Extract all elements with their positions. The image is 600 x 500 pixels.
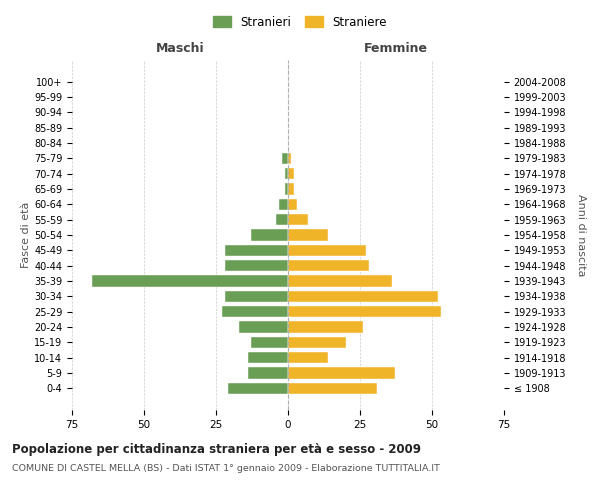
Bar [288,214,308,226]
Bar [288,152,291,164]
Bar [227,382,288,394]
Bar [288,260,368,272]
Y-axis label: Anni di nascita: Anni di nascita [576,194,586,276]
Bar [251,336,288,348]
Bar [288,306,440,318]
Bar [92,276,288,287]
Text: Maschi: Maschi [155,42,205,55]
Bar [288,244,366,256]
Bar [248,352,288,364]
Bar [251,229,288,241]
Text: Femmine: Femmine [364,42,428,55]
Bar [224,290,288,302]
Bar [288,382,377,394]
Bar [222,306,288,318]
Bar [224,260,288,272]
Bar [288,352,328,364]
Bar [280,198,288,210]
Bar [288,322,363,333]
Bar [288,168,294,179]
Text: Popolazione per cittadinanza straniera per età e sesso - 2009: Popolazione per cittadinanza straniera p… [12,442,421,456]
Legend: Stranieri, Straniere: Stranieri, Straniere [208,11,392,34]
Y-axis label: Fasce di età: Fasce di età [21,202,31,268]
Bar [224,244,288,256]
Bar [288,290,438,302]
Bar [248,368,288,379]
Bar [288,276,392,287]
Bar [288,183,294,194]
Bar [288,368,395,379]
Bar [288,229,328,241]
Bar [288,336,346,348]
Bar [282,152,288,164]
Bar [288,198,296,210]
Bar [277,214,288,226]
Bar [239,322,288,333]
Bar [285,183,288,194]
Text: COMUNE DI CASTEL MELLA (BS) - Dati ISTAT 1° gennaio 2009 - Elaborazione TUTTITAL: COMUNE DI CASTEL MELLA (BS) - Dati ISTAT… [12,464,440,473]
Bar [285,168,288,179]
